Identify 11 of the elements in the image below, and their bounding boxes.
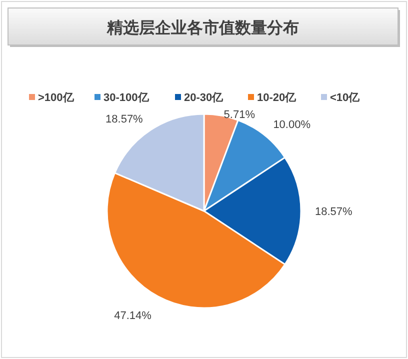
legend-label: >100亿 [38, 92, 75, 104]
legend-label: 10-20亿 [257, 92, 298, 104]
data-label: 18.57% [106, 113, 144, 126]
data-label: 47.14% [114, 310, 152, 322]
chart-title: 精选层企业各市值数量分布 [106, 19, 299, 37]
legend-label: 30-100亿 [104, 92, 150, 104]
legend-label: 20-30亿 [184, 92, 224, 104]
legend-label: <10亿 [330, 92, 361, 104]
data-label: 10.00% [273, 119, 311, 132]
data-label: 18.57% [315, 206, 353, 218]
data-label: 5.71% [224, 108, 256, 121]
